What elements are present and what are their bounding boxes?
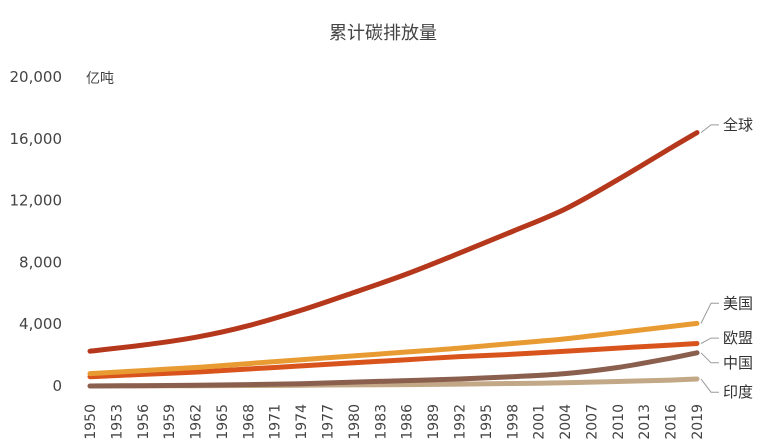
x-tick-label: 1959 <box>162 404 178 440</box>
x-tick-label: 2004 <box>558 404 574 440</box>
series-label-leader <box>700 352 719 364</box>
series-line-3 <box>87 350 700 389</box>
y-tick-label: 16,000 <box>10 130 63 148</box>
series-label-leader <box>700 337 719 344</box>
series-label-leader <box>700 124 719 133</box>
x-tick-label: 1971 <box>268 404 284 440</box>
y-tick-label: 20,000 <box>10 68 63 86</box>
x-tick-label: 1950 <box>83 404 99 440</box>
x-tick-label: 1989 <box>426 404 442 440</box>
series-label-group: 全球 <box>700 116 753 134</box>
series-label: 全球 <box>723 116 753 134</box>
x-tick-label: 1998 <box>505 404 521 440</box>
series-label-group: 欧盟 <box>700 329 753 347</box>
series-label-leader <box>700 302 719 324</box>
series-lines <box>87 130 700 389</box>
x-tick-label: 2013 <box>637 404 653 440</box>
x-tick-label: 2001 <box>532 404 548 440</box>
y-tick-label: 0 <box>52 377 62 395</box>
series-label: 美国 <box>723 294 753 312</box>
x-tick-label: 1977 <box>321 404 337 440</box>
series-label-group: 中国 <box>700 352 753 372</box>
x-tick-label: 2019 <box>690 404 706 440</box>
chart-title: 累计碳排放量 <box>329 23 437 44</box>
x-tick-label: 1965 <box>215 404 231 440</box>
series-label-leader <box>700 378 719 393</box>
series-label: 欧盟 <box>723 329 753 347</box>
x-tick-label: 2007 <box>584 404 600 440</box>
x-tick-label: 1968 <box>241 404 257 440</box>
x-tick-label: 1983 <box>373 404 389 440</box>
unit-label: 亿吨 <box>86 71 114 87</box>
x-tick-label: 1956 <box>136 404 152 440</box>
series-labels: 印度 中国 欧盟 美国 全球 <box>700 116 753 401</box>
x-tick-label: 1962 <box>189 404 205 440</box>
series-label: 中国 <box>723 354 753 372</box>
x-tick-label: 1995 <box>479 404 495 440</box>
x-tick-label: 1974 <box>294 404 310 440</box>
x-tick-label: 1980 <box>347 404 363 440</box>
x-tick-label: 2010 <box>611 404 627 440</box>
series-line-1 <box>87 320 700 377</box>
y-axis: 0 4,000 8,000 12,000 16,000 20,000 <box>10 68 63 395</box>
series-label-group: 美国 <box>700 294 753 324</box>
x-tick-label: 2016 <box>664 404 680 440</box>
x-tick-label: 1953 <box>109 404 125 440</box>
y-tick-label: 12,000 <box>10 192 63 210</box>
x-tick-label: 1986 <box>400 404 416 440</box>
y-tick-label: 4,000 <box>19 315 62 333</box>
x-axis: 1950 1953 1956 1959 1962 1965 1968 1971 1974 1977… <box>83 404 706 440</box>
series-line-0 <box>87 130 700 354</box>
series-label: 印度 <box>723 383 753 401</box>
x-tick-label: 1992 <box>452 404 468 440</box>
y-tick-label: 8,000 <box>19 253 62 271</box>
series-label-group: 印度 <box>700 378 753 401</box>
series-line-2 <box>87 341 700 380</box>
